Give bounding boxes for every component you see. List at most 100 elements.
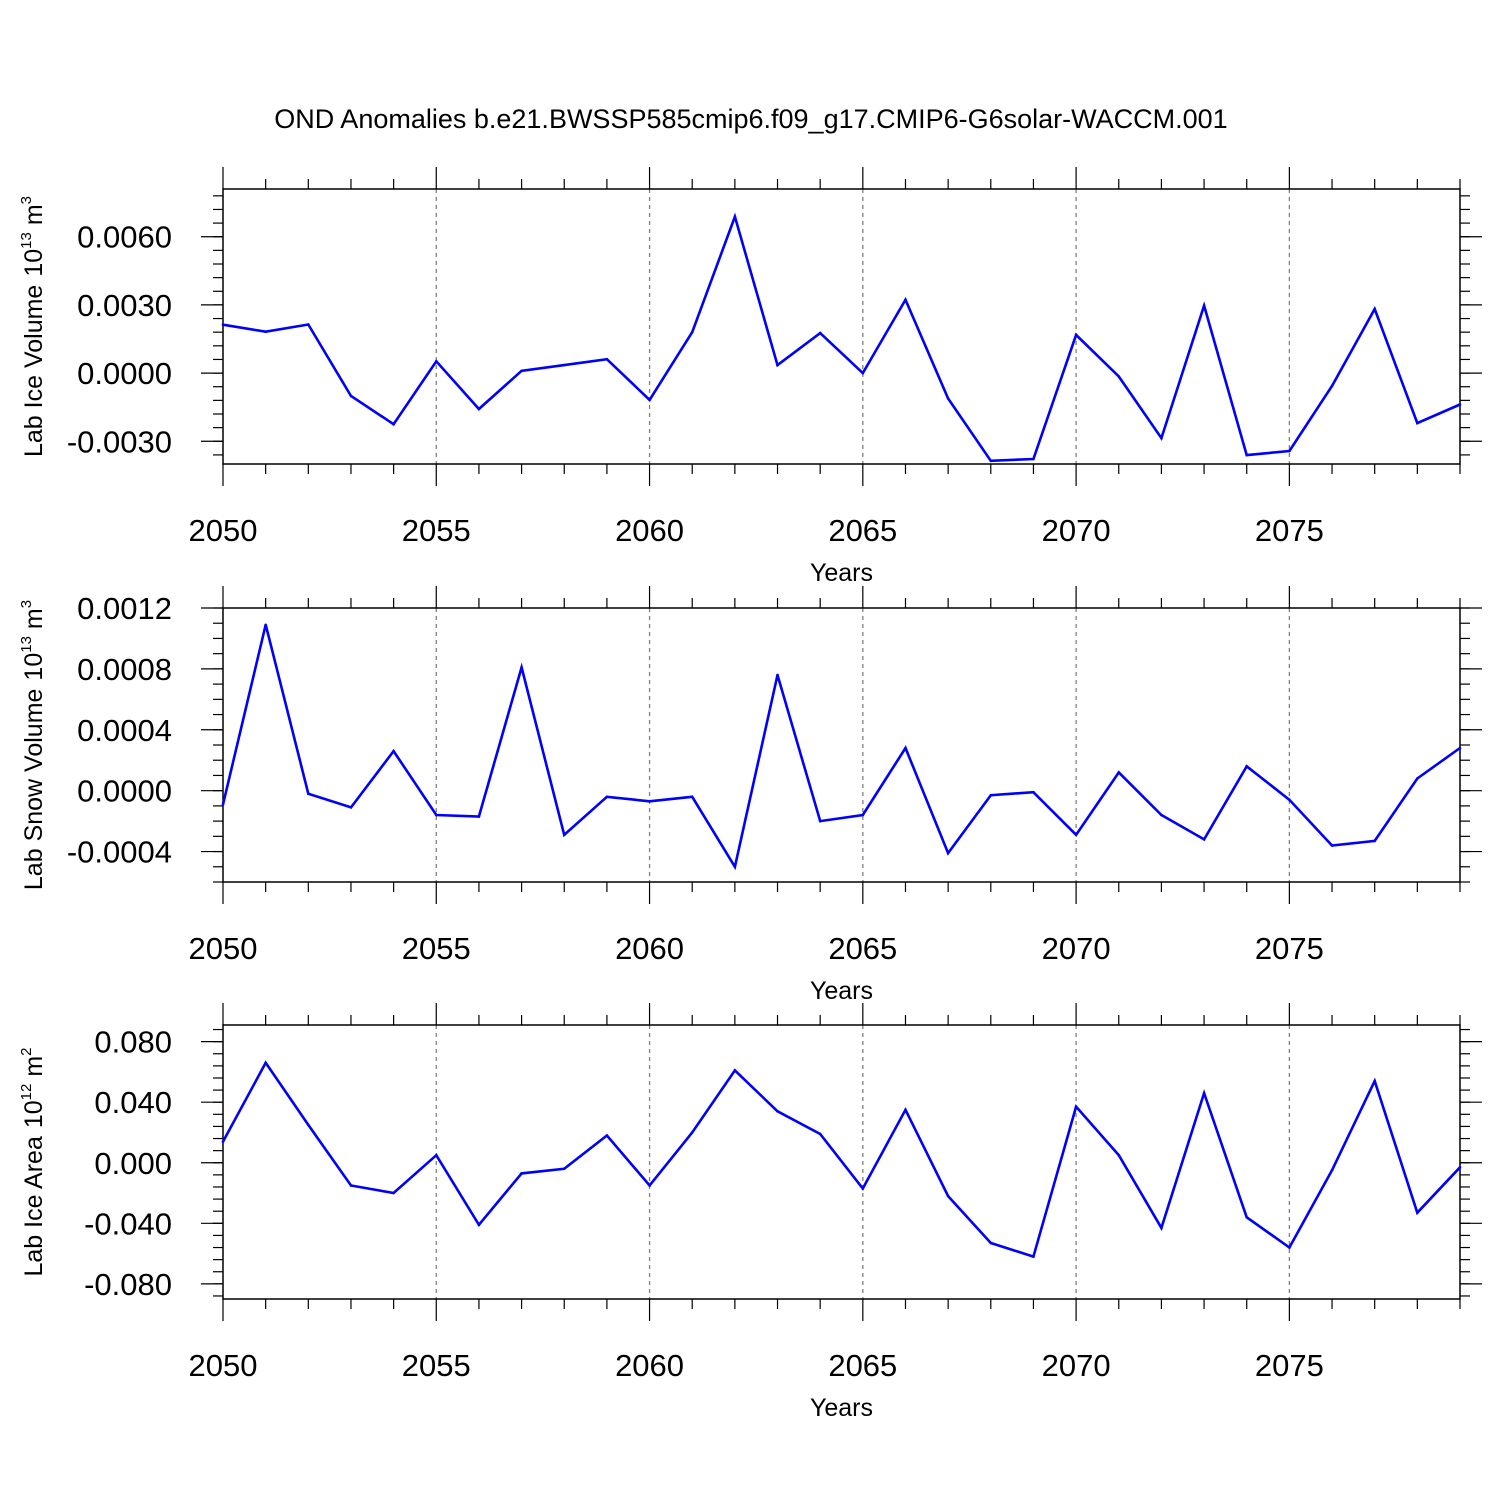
data-point: [1032, 457, 1035, 461]
data-point: [1288, 798, 1291, 802]
plot-frame: [222, 607, 1461, 883]
data-point: [520, 369, 523, 373]
data-point: [1074, 333, 1078, 337]
x-tick-label: 2065: [828, 931, 897, 966]
series-line: [222, 212, 1461, 463]
data-point: [562, 1167, 566, 1171]
series-line: [221, 624, 1461, 871]
data-point: [904, 298, 907, 301]
x-tick-label: 2055: [402, 931, 471, 966]
y-tick-label: -0.0004: [67, 835, 172, 870]
data-point: [1416, 1211, 1419, 1215]
data-point: [904, 746, 907, 750]
x-tick-label: 2075: [1255, 931, 1324, 966]
data-point: [349, 1184, 353, 1187]
y-axis-unit-base: 10: [20, 249, 48, 277]
data-point: [349, 806, 353, 809]
panels: -0.0030 0.0000 0.0030 0.0060 2050 2055 2060 206…: [18, 167, 1482, 1422]
data-point: [690, 330, 694, 334]
data-point: [392, 749, 395, 753]
y-tick-label: -0.040: [84, 1206, 172, 1241]
x-tick-label: 2050: [189, 931, 258, 966]
data-point: [221, 1140, 225, 1143]
data-point: [648, 800, 651, 803]
x-tick-label: 2065: [828, 513, 897, 548]
x-tick-label: 2075: [1255, 1348, 1324, 1383]
data-point: [1330, 1169, 1334, 1172]
data-point: [1117, 771, 1121, 774]
data-point: [562, 833, 566, 837]
y-axis-unit-symbol: m: [20, 1056, 48, 1077]
data-point: [1458, 403, 1462, 406]
data-point: [1245, 453, 1249, 457]
data-point: [605, 357, 609, 361]
y-axis-unit-power: 2: [18, 1047, 35, 1055]
data-point: [733, 1069, 737, 1072]
data-point: [648, 398, 651, 402]
y-tick-label: 0.0008: [77, 652, 172, 687]
x-axis-title: Years: [810, 1394, 873, 1422]
y-tick-label: 0.0000: [77, 356, 172, 391]
data-point: [1416, 777, 1419, 780]
data-point: [264, 1061, 267, 1065]
y-axis-unit-exponent: 13: [18, 636, 35, 653]
data-point: [1074, 833, 1078, 837]
data-point: [1288, 1246, 1291, 1249]
y-axis-unit-symbol: m: [20, 204, 48, 225]
data-point: [307, 323, 310, 326]
data-point: [562, 363, 566, 367]
data-point: [1074, 1105, 1078, 1109]
data-point: [264, 330, 267, 334]
y-tick-label: 0.0004: [77, 713, 172, 748]
data-point: [477, 815, 481, 818]
y-axis-label: Lab Ice Area: [20, 1136, 48, 1276]
y-axis-title: Lab Snow Volume 1013 m3: [18, 600, 48, 890]
data-point: [392, 1191, 395, 1195]
data-point: [776, 1109, 779, 1113]
data-point: [1245, 1215, 1249, 1219]
data-point: [1373, 1079, 1376, 1083]
y-tick-label: -0.0030: [67, 424, 172, 459]
panel-2: -0.0004 0.0000 0.0004 0.0008 0.0012 2050 2055 2…: [18, 586, 1482, 1005]
data-point: [1202, 838, 1206, 841]
data-point: [434, 813, 438, 817]
data-point: [946, 1194, 950, 1198]
data-point: [989, 1241, 993, 1245]
x-tick-label: 2060: [615, 931, 684, 966]
plot-frame: [222, 1024, 1461, 1300]
data-point: [861, 1187, 865, 1190]
data-point: [1416, 421, 1419, 425]
data-point: [648, 1184, 651, 1187]
y-axis-title: Lab Ice Area 1012 m2: [18, 1047, 48, 1276]
data-point: [307, 1123, 310, 1127]
data-point: [434, 1153, 438, 1157]
x-tick-label: 2065: [828, 1348, 897, 1383]
data-point: [477, 407, 481, 411]
data-point: [946, 397, 950, 400]
y-tick-label: 0.000: [94, 1146, 172, 1181]
data-point: [307, 792, 310, 796]
y-tick-label: 0.040: [94, 1085, 172, 1120]
y-tick-label: 0.0012: [77, 591, 172, 626]
y-tick-label: 0.0000: [77, 774, 172, 809]
data-point: [818, 1132, 822, 1136]
data-point: [1373, 307, 1376, 311]
data-point: [1330, 384, 1334, 388]
x-tick-label: 2060: [615, 513, 684, 548]
series-line: [221, 1060, 1461, 1259]
y-tick-label: -0.080: [84, 1267, 172, 1302]
data-point: [1032, 790, 1035, 794]
data-point: [605, 1134, 609, 1137]
data-point: [861, 371, 865, 375]
x-tick-label: 2050: [189, 1348, 258, 1383]
y-axis-unit-base: 10: [20, 1100, 48, 1128]
data-point: [989, 459, 993, 463]
data-point: [434, 359, 438, 363]
data-point: [776, 673, 779, 677]
data-point: [1117, 375, 1121, 378]
data-point: [861, 813, 865, 817]
data-point: [989, 793, 993, 797]
x-tick-label: 2060: [615, 1348, 684, 1383]
y-axis-unit-power: 3: [18, 196, 35, 204]
